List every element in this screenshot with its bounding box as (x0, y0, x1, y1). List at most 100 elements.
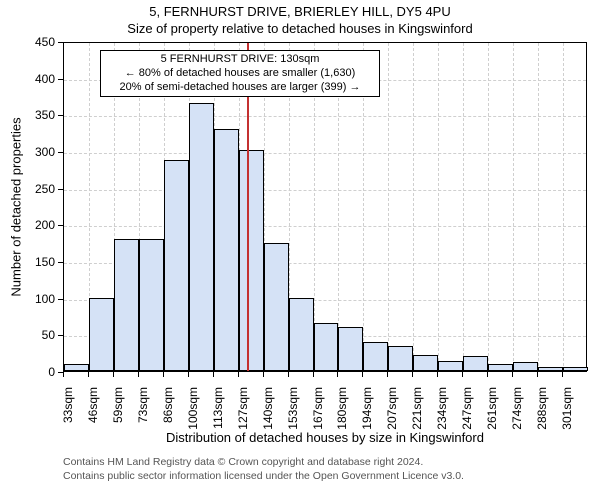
x-tick-mark (138, 372, 139, 377)
page-title-line1: 5, FERNHURST DRIVE, BRIERLEY HILL, DY5 4… (0, 0, 600, 21)
x-tick-mark (487, 372, 488, 377)
y-tick-mark (58, 152, 63, 153)
y-tick-label: 450 (25, 35, 55, 49)
x-tick-label: 73sqm (136, 387, 150, 423)
gridline-v (438, 43, 439, 371)
x-tick-label: 234sqm (435, 387, 449, 430)
y-tick-mark (58, 115, 63, 116)
y-tick-label: 150 (25, 255, 55, 269)
x-tick-label: 247sqm (460, 387, 474, 430)
histogram-bar (513, 362, 538, 371)
y-axis-title: Number of detached properties (9, 117, 24, 296)
x-tick-mark (188, 372, 189, 377)
gridline-h (64, 153, 586, 154)
y-tick-mark (58, 79, 63, 80)
y-tick-label: 200 (25, 218, 55, 232)
x-tick-mark (387, 372, 388, 377)
gridline-v (488, 43, 489, 371)
x-tick-mark (537, 372, 538, 377)
credits-line2: Contains public sector information licen… (63, 470, 464, 484)
histogram-bar (463, 356, 488, 371)
y-tick-label: 100 (25, 292, 55, 306)
x-tick-label: 33sqm (61, 387, 75, 423)
x-tick-mark (63, 372, 64, 377)
histogram-bar (413, 355, 438, 371)
histogram-bar (239, 150, 264, 371)
gridline-v (388, 43, 389, 371)
x-tick-label: 46sqm (86, 387, 100, 423)
x-tick-mark (213, 372, 214, 377)
gridline-h (64, 190, 586, 191)
histogram-bar (338, 327, 363, 371)
gridline-v (513, 43, 514, 371)
y-tick-mark (58, 189, 63, 190)
x-tick-mark (412, 372, 413, 377)
y-tick-label: 350 (25, 108, 55, 122)
gridline-v (413, 43, 414, 371)
chart-container: 5, FERNHURST DRIVE, BRIERLEY HILL, DY5 4… (0, 0, 600, 38)
x-tick-label: 86sqm (161, 387, 175, 423)
callout-line2: ← 80% of detached houses are smaller (1,… (107, 67, 373, 81)
callout-line1: 5 FERNHURST DRIVE: 130sqm (107, 53, 373, 67)
x-tick-label: 140sqm (261, 387, 275, 430)
histogram-bar (189, 103, 214, 371)
x-tick-mark (263, 372, 264, 377)
x-tick-label: 221sqm (410, 387, 424, 430)
x-tick-label: 180sqm (335, 387, 349, 430)
gridline-v (563, 43, 564, 371)
histogram-bar (264, 243, 289, 371)
x-tick-label: 288sqm (535, 387, 549, 430)
x-tick-mark (288, 372, 289, 377)
credits-block: Contains HM Land Registry data © Crown c… (63, 456, 464, 483)
y-tick-mark (58, 42, 63, 43)
gridline-h (64, 226, 586, 227)
y-tick-mark (58, 225, 63, 226)
page-title-line2: Size of property relative to detached ho… (0, 21, 600, 38)
histogram-bar (64, 364, 89, 371)
x-tick-mark (362, 372, 363, 377)
x-tick-label: 127sqm (236, 387, 250, 430)
histogram-bar (89, 298, 114, 371)
histogram-bar (363, 342, 388, 371)
y-tick-mark (58, 335, 63, 336)
x-tick-mark (313, 372, 314, 377)
x-axis-title: Distribution of detached houses by size … (166, 430, 484, 445)
credits-line1: Contains HM Land Registry data © Crown c… (63, 456, 464, 470)
histogram-bar (289, 298, 314, 371)
y-tick-label: 300 (25, 145, 55, 159)
histogram-bar (214, 129, 239, 371)
x-tick-mark (512, 372, 513, 377)
histogram-bar (388, 346, 413, 371)
y-tick-mark (58, 299, 63, 300)
gridline-h (64, 116, 586, 117)
x-tick-label: 261sqm (485, 387, 499, 430)
x-tick-label: 207sqm (385, 387, 399, 430)
histogram-bar (488, 364, 513, 371)
x-tick-mark (113, 372, 114, 377)
x-tick-label: 153sqm (286, 387, 300, 430)
x-tick-label: 301sqm (560, 387, 574, 430)
histogram-bar (438, 361, 463, 371)
y-tick-label: 250 (25, 182, 55, 196)
y-tick-label: 400 (25, 72, 55, 86)
callout-line3: 20% of semi-detached houses are larger (… (107, 81, 373, 95)
histogram-bar (114, 239, 139, 371)
y-tick-label: 50 (25, 328, 55, 342)
gridline-v (463, 43, 464, 371)
x-tick-mark (163, 372, 164, 377)
histogram-bar (139, 239, 164, 371)
histogram-bar (538, 367, 563, 371)
y-tick-mark (58, 262, 63, 263)
x-tick-mark (88, 372, 89, 377)
x-tick-label: 59sqm (111, 387, 125, 423)
y-tick-label: 0 (25, 365, 55, 379)
x-tick-label: 274sqm (510, 387, 524, 430)
x-tick-mark (437, 372, 438, 377)
histogram-bar (314, 323, 339, 371)
histogram-bar (563, 367, 588, 371)
x-tick-label: 167sqm (311, 387, 325, 430)
callout-box: 5 FERNHURST DRIVE: 130sqm← 80% of detach… (100, 50, 380, 97)
x-tick-label: 113sqm (211, 387, 225, 429)
x-tick-label: 100sqm (186, 387, 200, 430)
histogram-bar (164, 160, 189, 371)
